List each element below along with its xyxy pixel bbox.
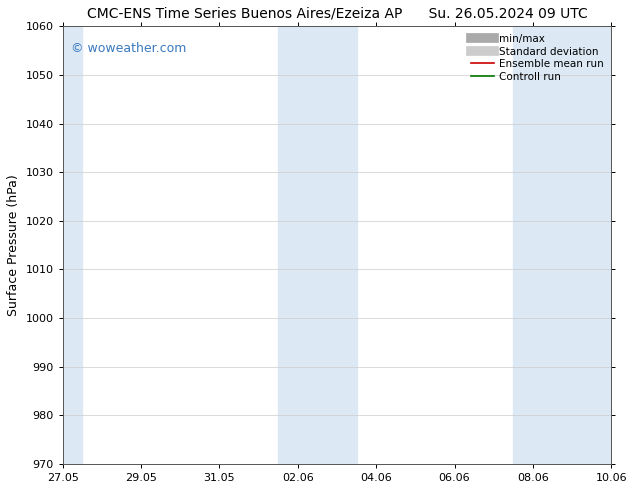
Title: CMC-ENS Time Series Buenos Aires/Ezeiza AP      Su. 26.05.2024 09 UTC: CMC-ENS Time Series Buenos Aires/Ezeiza … <box>87 7 587 21</box>
Text: © woweather.com: © woweather.com <box>71 42 186 54</box>
Bar <box>278 26 356 464</box>
Legend: min/max, Standard deviation, Ensemble mean run, Controll run: min/max, Standard deviation, Ensemble me… <box>469 31 606 84</box>
Bar <box>43 26 82 464</box>
Bar <box>514 26 631 464</box>
Y-axis label: Surface Pressure (hPa): Surface Pressure (hPa) <box>7 174 20 316</box>
